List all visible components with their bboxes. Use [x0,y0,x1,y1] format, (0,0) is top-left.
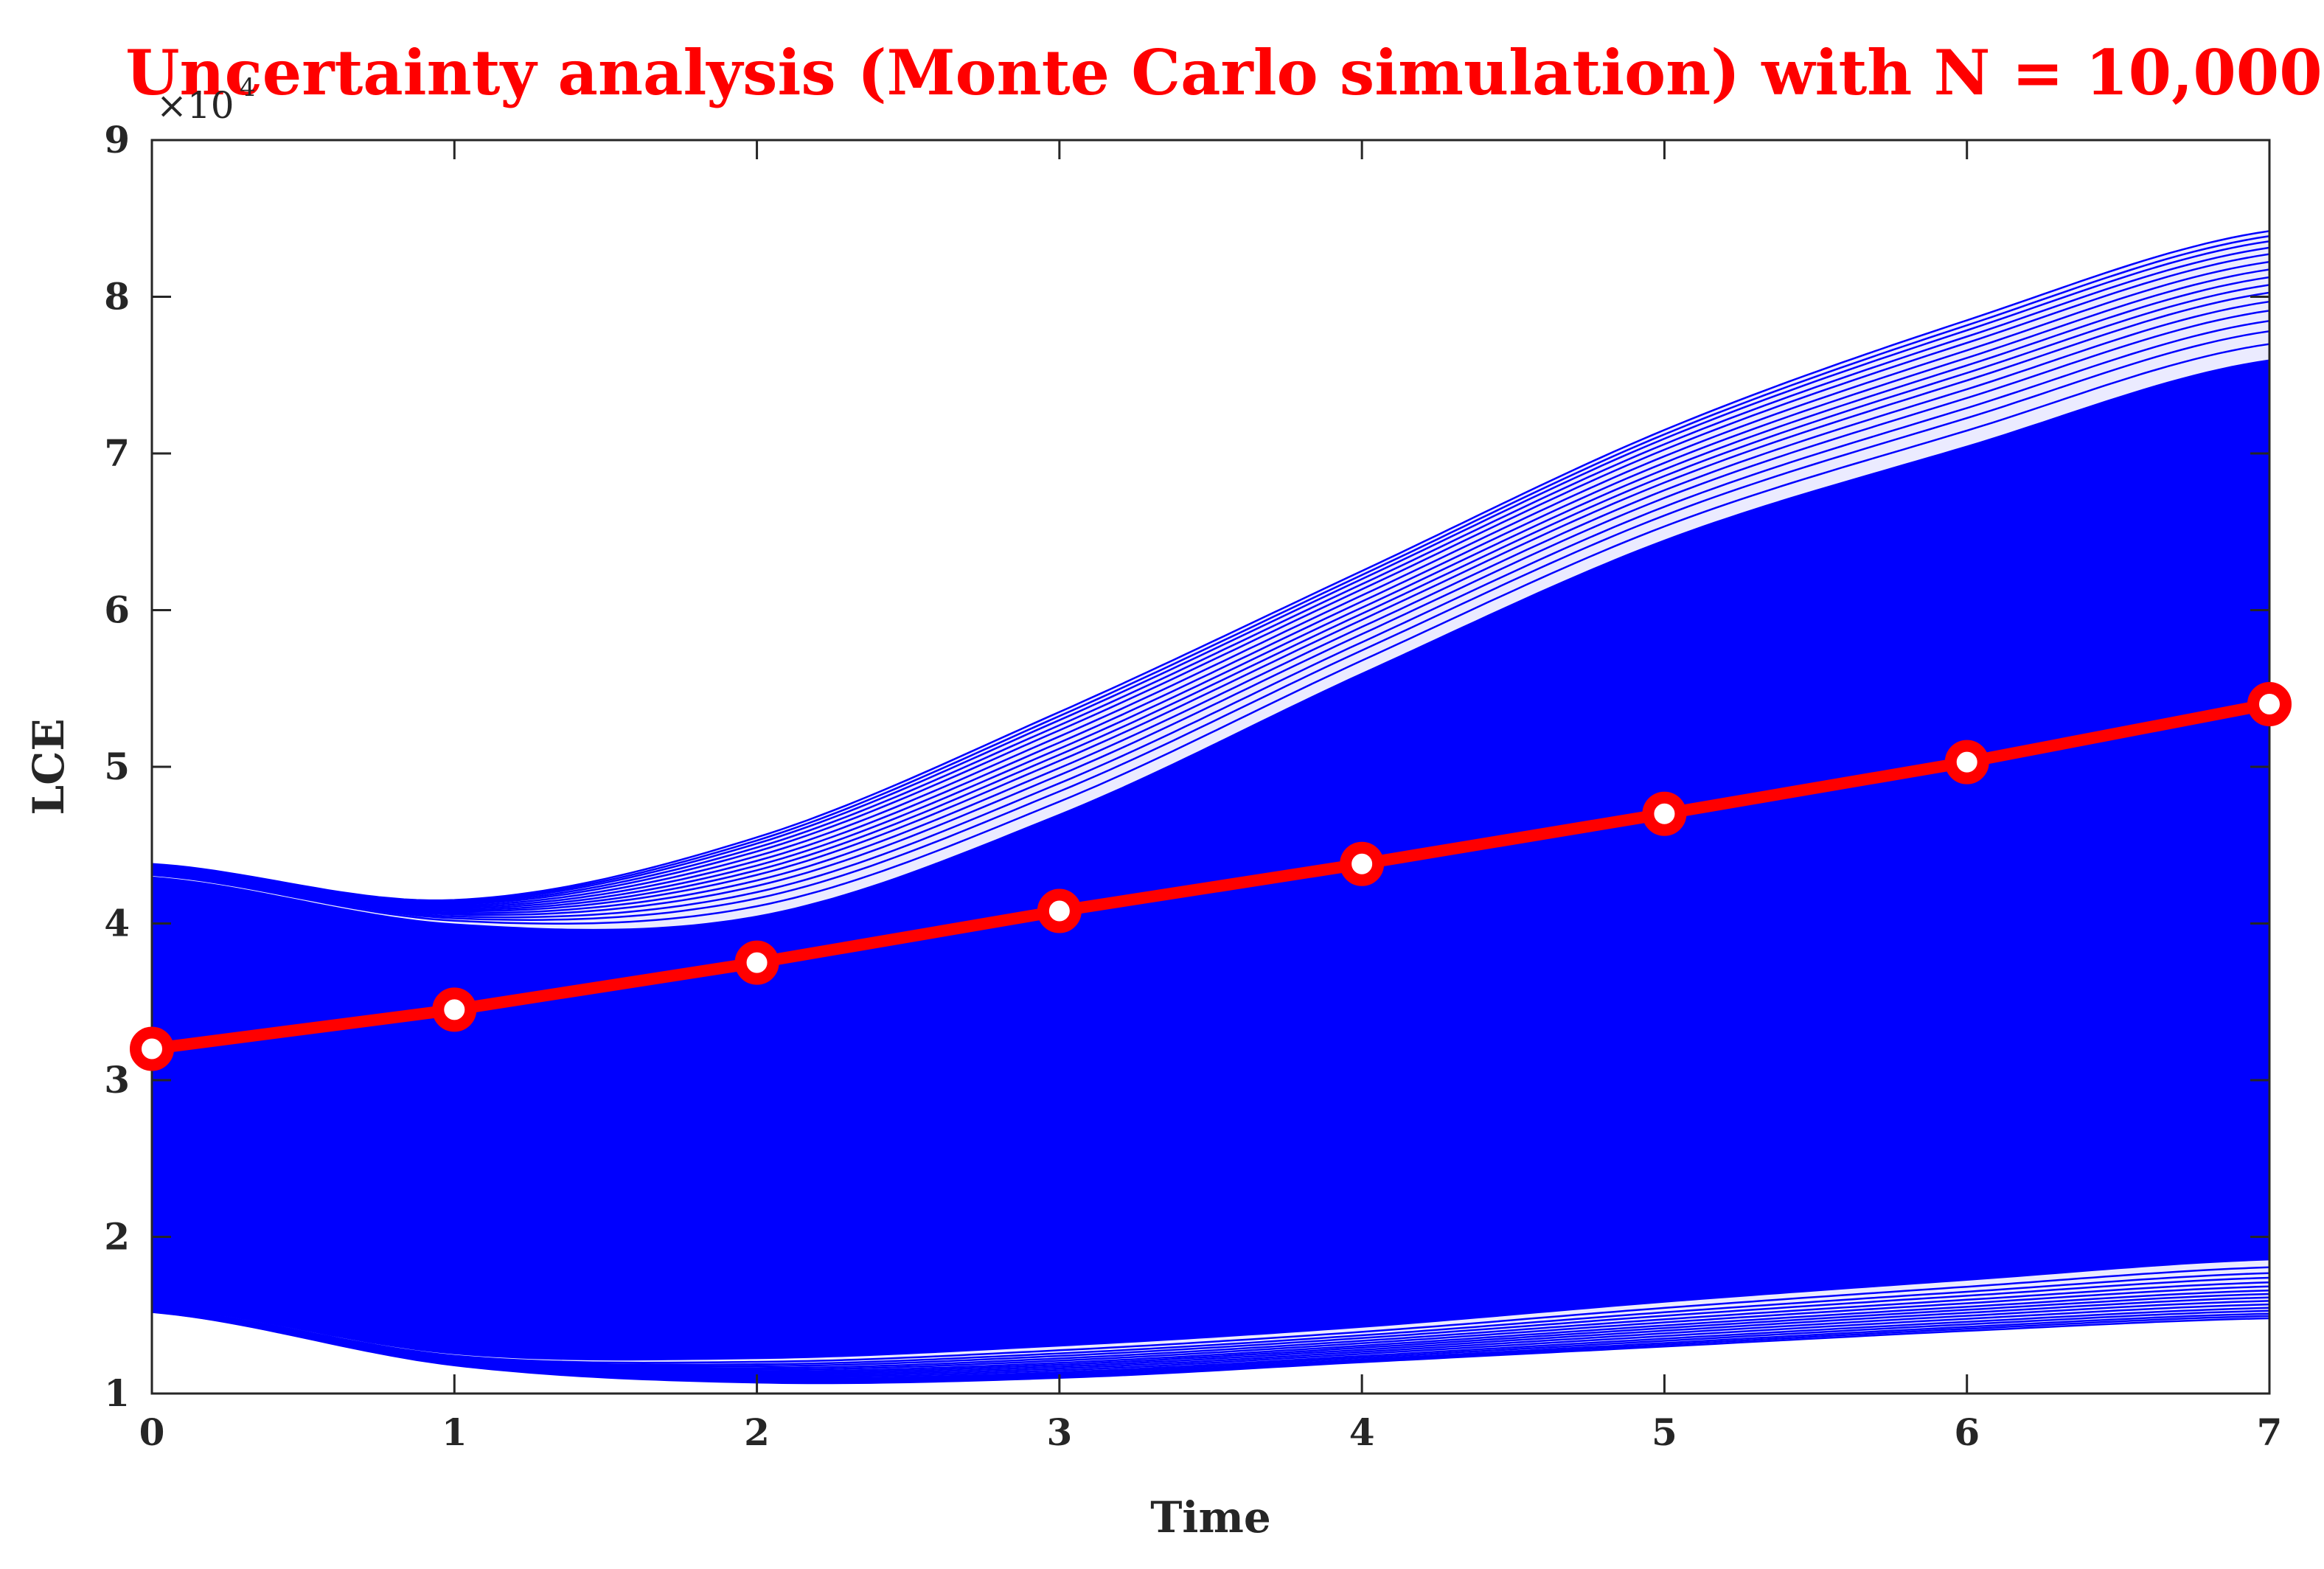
simulation-trace-upper [152,240,2269,903]
x-tick-label: 6 [1954,1410,1980,1454]
mean-point [1037,888,1082,933]
y-axis: 1 2 3 4 5 6 7 8 9 [104,118,2269,1415]
simulation-trace-upper [152,246,2269,905]
simulation-trace-upper [152,234,2269,902]
mean-point [432,987,477,1032]
mean-series [152,698,2269,1055]
mean-point [1642,791,1687,836]
y-multiplier-base: ×10 [156,84,234,127]
simulation-trace-upper [152,291,2269,913]
y-multiplier-exponent: 4 [240,73,256,102]
mean-point [734,940,779,985]
simulation-trace-lower [152,1276,2269,1368]
mean-point [2247,682,2292,726]
plot-area [152,230,2269,1385]
simulation-trace-upper [152,300,2269,914]
y-tick-label: 3 [104,1058,130,1102]
simulation-trace-upper [152,310,2269,916]
x-tick-label: 4 [1349,1410,1375,1454]
mean-line [152,698,2269,1055]
mean-point [1340,841,1385,886]
y-tick-label: 6 [104,588,130,632]
x-axis-label: Time [1150,1492,1270,1542]
y-tick-label: 7 [104,431,130,475]
simulation-trace-lower [152,1272,2269,1366]
simulation-trace-upper [152,230,2269,902]
x-axis: 0 1 2 3 4 5 6 7 [139,140,2283,1454]
mean-point [1944,740,1989,784]
simulation-trace-upper [152,268,2269,908]
simulation-trace-upper [152,319,2269,919]
y-tick-label: 8 [104,275,130,319]
simulation-trace-lower [152,1311,2269,1385]
simulation-trace-lower [152,1266,2269,1364]
x-tick-label: 5 [1652,1410,1677,1454]
chart-title: Uncertainty analysis (Monte Carlo simula… [125,36,2322,109]
y-multiplier: ×10 4 [156,73,256,127]
simulation-trace-upper [152,253,2269,905]
x-tick-label: 2 [744,1410,770,1454]
y-tick-label: 1 [104,1371,130,1415]
simulation-trace-upper [152,343,2269,925]
simulation-trace-upper [152,260,2269,907]
x-tick-label: 3 [1046,1410,1072,1454]
simulation-band [152,230,2269,1385]
y-tick-label: 4 [104,902,130,945]
y-axis-label: LCE [24,718,74,815]
mean-point [130,1026,174,1071]
x-tick-label: 7 [2257,1410,2283,1454]
simulation-trace-upper [152,330,2269,921]
simulation-trace-upper [152,284,2269,911]
mean-markers [130,682,2292,1071]
simulation-dense-core [152,359,2269,1361]
y-tick-label: 2 [104,1215,130,1259]
y-tick-label: 5 [104,745,130,788]
simulation-trace-upper [152,276,2269,910]
x-tick-label: 1 [442,1410,467,1454]
x-tick-label: 0 [139,1410,165,1454]
y-tick-label: 9 [104,118,130,161]
